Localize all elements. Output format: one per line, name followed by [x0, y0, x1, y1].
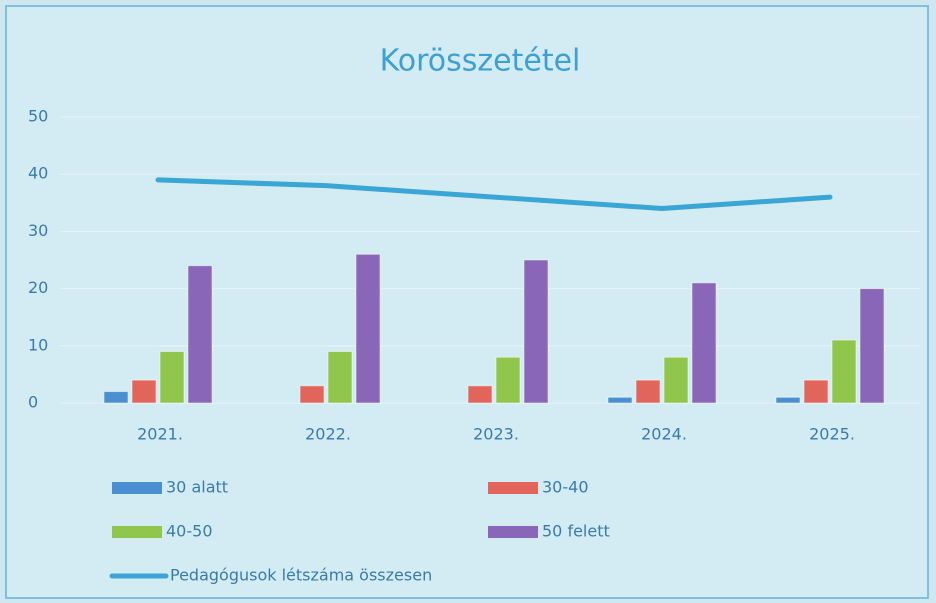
bar: [495, 356, 521, 404]
legend-swatch: [112, 526, 162, 538]
y-tick-label: 40: [28, 164, 48, 183]
legend-swatch: [112, 482, 162, 494]
legend-label: 40-50: [166, 522, 213, 541]
bar: [467, 385, 493, 404]
y-tick-label: 50: [28, 107, 48, 126]
bar: [859, 288, 885, 404]
x-tick-label: 2021.: [137, 425, 183, 444]
chart-frame: [5, 5, 929, 599]
x-tick-label: 2023.: [473, 425, 519, 444]
y-tick-label: 20: [28, 278, 48, 297]
legend-label: 50 felett: [542, 522, 610, 541]
bar: [355, 253, 381, 404]
bar: [635, 379, 661, 404]
legend-label: Pedagógusok létszáma összesen: [170, 566, 432, 585]
line-series: [155, 177, 833, 212]
legend-swatch: [488, 482, 538, 494]
bar: [131, 379, 157, 404]
x-tick-label: 2022.: [305, 425, 351, 444]
legend-swatch: [488, 526, 538, 538]
x-tick-label: 2025.: [809, 425, 855, 444]
bar: [327, 351, 353, 404]
bar: [103, 391, 129, 404]
y-tick-label: 30: [28, 221, 48, 240]
bar: [775, 396, 801, 404]
y-tick-label: 0: [28, 393, 38, 412]
legend-label: 30-40: [542, 478, 589, 497]
legend-label: 30 alatt: [166, 478, 228, 497]
bar: [607, 396, 633, 404]
x-tick-label: 2024.: [641, 425, 687, 444]
bar: [691, 282, 717, 404]
bar: [803, 379, 829, 404]
bar: [299, 385, 325, 404]
chart-title: Korösszetétel: [380, 44, 581, 79]
bar: [523, 259, 549, 404]
bar: [159, 351, 185, 404]
y-tick-label: 10: [28, 335, 48, 354]
bar: [831, 339, 857, 404]
bar: [187, 265, 213, 404]
bar: [663, 356, 689, 404]
